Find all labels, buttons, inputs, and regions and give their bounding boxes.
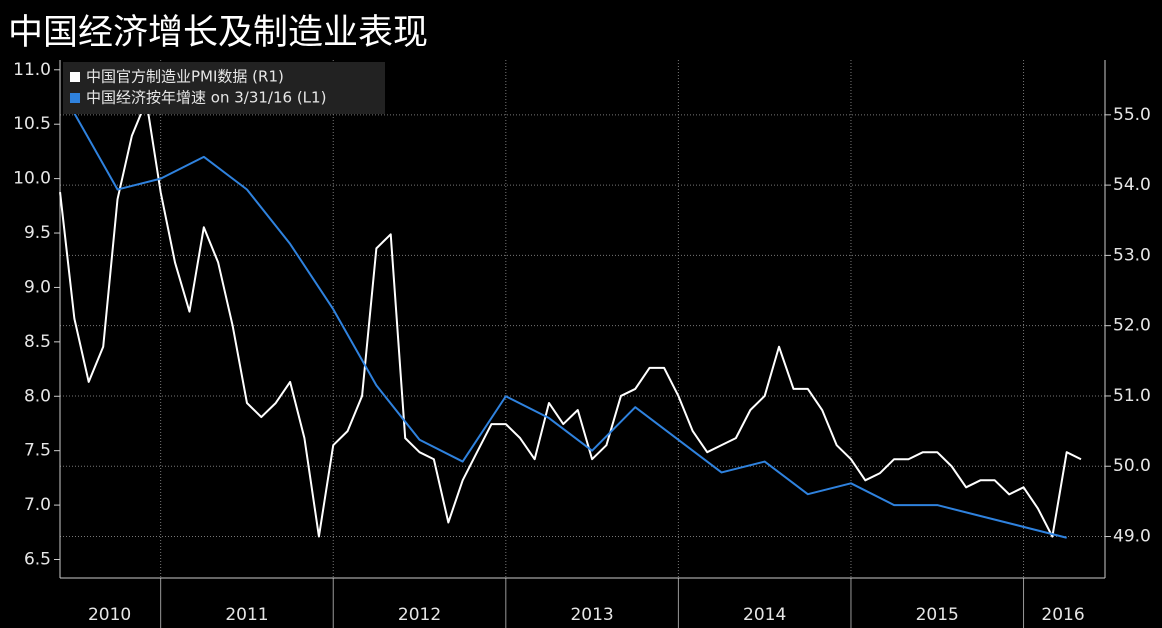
y2-tick-label: 50.0 [1113, 456, 1151, 476]
y-tick-label: 6.5 [24, 550, 51, 570]
y-tick-label: 8.0 [24, 386, 51, 406]
y-tick-label: 11.0 [13, 60, 51, 80]
x-tick-label: 2012 [398, 605, 441, 625]
chart-title: 中国经济增长及制造业表现 [8, 13, 428, 53]
y2-tick-label: 51.0 [1113, 386, 1151, 406]
y-tick-label: 8.5 [24, 332, 51, 352]
series-line [73, 112, 1067, 539]
legend-swatch [70, 93, 80, 103]
y2-tick-label: 55.0 [1113, 105, 1151, 125]
x-tick-label: 2016 [1041, 605, 1084, 625]
y2-tick-label: 54.0 [1113, 175, 1151, 195]
x-tick-label: 2014 [743, 605, 786, 625]
y-tick-label: 10.5 [13, 114, 51, 134]
x-tick-label: 2015 [916, 605, 959, 625]
x-tick-label: 2010 [88, 605, 131, 625]
x-tick-label: 2013 [570, 605, 613, 625]
legend-swatch [70, 72, 80, 82]
y-tick-label: 9.5 [24, 223, 51, 243]
y2-tick-label: 52.0 [1113, 316, 1151, 336]
x-tick-label: 2011 [225, 605, 268, 625]
y-tick-label: 7.0 [24, 495, 51, 515]
legend-box [63, 62, 385, 114]
y-tick-label: 9.0 [24, 277, 51, 297]
y2-tick-label: 49.0 [1113, 527, 1151, 547]
legend: 中国官方制造业PMI数据 (R1) 中国经济按年增速 on 3/31/16 (L1… [63, 62, 385, 114]
y-tick-label: 10.0 [13, 169, 51, 189]
legend-label: 中国经济按年增速 on 3/31/16 (L1) [86, 89, 326, 107]
y2-tick-label: 53.0 [1113, 245, 1151, 265]
legend-label: 中国官方制造业PMI数据 (R1) [86, 68, 284, 86]
y-tick-label: 7.5 [24, 441, 51, 461]
series-line [59, 99, 1082, 538]
